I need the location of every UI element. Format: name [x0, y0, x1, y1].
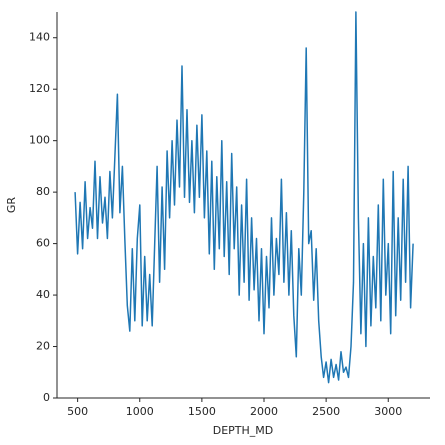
y-tick-label: 100	[29, 134, 50, 147]
y-tick-label: 40	[36, 288, 50, 301]
data-line	[74, 11, 414, 384]
x-tick-label: 3000	[374, 405, 402, 418]
x-tick-label: 500	[67, 405, 88, 418]
x-tick-label: 2500	[312, 405, 340, 418]
y-tick-label: 140	[29, 31, 50, 44]
y-tick-label: 80	[36, 185, 50, 198]
x-tick-label: 1500	[188, 405, 216, 418]
y-tick-label: 20	[36, 340, 50, 353]
x-tick-label: 1000	[126, 405, 154, 418]
x-tick-label: 2000	[250, 405, 278, 418]
x-axis-label: DEPTH_MD	[213, 424, 274, 437]
y-axis-label: GR	[5, 197, 18, 214]
y-tick-label: 0	[43, 391, 50, 404]
y-tick-label: 120	[29, 82, 50, 95]
y-tick-label: 60	[36, 237, 50, 250]
